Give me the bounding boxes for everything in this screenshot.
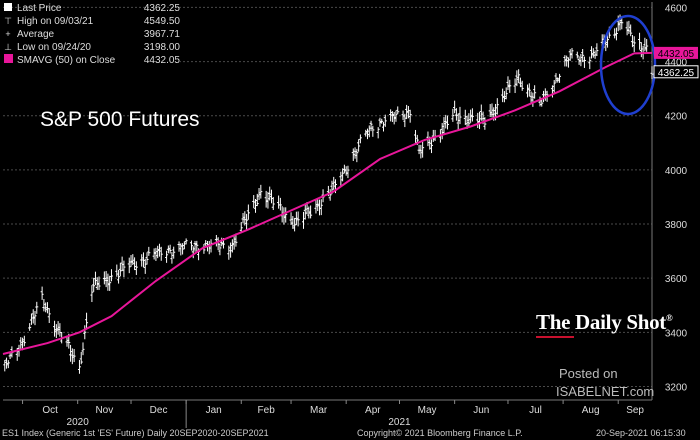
y-tick-label: 3200 (665, 382, 688, 393)
x-tick-label: Jul (529, 405, 542, 416)
high-marker-icon: ⊤ (4, 16, 12, 26)
posted-on-text: Posted on (559, 366, 618, 381)
legend-row-moving-average: SMAVG (50) on Close 4432.05 (2, 54, 180, 67)
price-bars (3, 14, 654, 374)
legend-value: 3198.00 (143, 42, 180, 53)
registered-mark: ® (666, 313, 673, 323)
legend-row-average: + Average 3967.71 (2, 28, 180, 41)
legend-value: 4362.25 (143, 3, 180, 14)
highlight-ellipse (599, 14, 657, 116)
x-tick-label: May (418, 405, 437, 416)
year-label: 2020 (67, 417, 90, 428)
ma-price-tag-label: 4432.05 (658, 49, 695, 60)
x-tick-label: Oct (42, 405, 58, 416)
x-axis: Oct Nov Dec Jan Feb Mar Apr May Jun Jul Aug Sep 2020… (22, 400, 644, 428)
x-tick-label: Apr (365, 405, 381, 416)
price-tags: 4432.05 4362.25 (653, 46, 699, 79)
legend-row-low: ⊥ Low on 09/24/20 3198.00 (2, 41, 180, 54)
footer-series-info: ES1 Index (Generic 1st 'ES' Future) Dail… (2, 428, 269, 438)
y-tick-label: 3400 (665, 328, 688, 339)
last-price-tag-label: 4362.25 (658, 68, 695, 79)
legend-value: 4549.50 (143, 16, 180, 27)
x-tick-label: Jan (206, 405, 222, 416)
brand-underline (536, 336, 574, 338)
y-tick-label: 4600 (665, 3, 688, 14)
footer-timestamp: 20-Sep-2021 06:15:30 (596, 428, 686, 438)
moving-average-line (2, 51, 653, 355)
legend-magenta-square-icon (2, 54, 14, 67)
legend-square-icon (2, 2, 14, 15)
legend-label: SMAVG (50) on Close (17, 55, 116, 66)
y-tick-label: 3600 (665, 274, 688, 285)
x-tick-label: Aug (582, 405, 600, 416)
legend-row-high: ⊤ High on 09/03/21 4549.50 (2, 15, 180, 28)
y-tick-label: 3800 (665, 220, 688, 231)
x-tick-label: Dec (150, 405, 168, 416)
average-marker-icon: + (5, 29, 11, 39)
brand-name: The Daily Shot (536, 310, 666, 334)
x-tick-label: Feb (258, 405, 276, 416)
legend: Last Price 4362.25 ⊤ High on 09/03/21 45… (2, 2, 180, 67)
y-tick-label: 4400 (665, 58, 688, 69)
posted-site-text: ISABELNET.com (556, 384, 655, 399)
legend-row-last-price: Last Price 4362.25 (2, 2, 180, 15)
last-price-tag (653, 65, 699, 79)
legend-label: Average (17, 29, 55, 40)
x-tick-label: Mar (310, 405, 328, 416)
ma-price-tag (654, 46, 698, 59)
x-tick-label: Sep (626, 405, 644, 416)
footer-copyright: Copyright© 2021 Bloomberg Finance L.P. (357, 428, 523, 438)
footer: ES1 Index (Generic 1st 'ES' Future) Dail… (0, 428, 700, 440)
legend-label: Last Price (17, 3, 62, 14)
y-tick-label: 4200 (665, 112, 688, 123)
year-label: 2021 (388, 417, 411, 428)
legend-label: Low on 09/24/20 (17, 42, 91, 53)
low-marker-icon: ⊥ (4, 42, 12, 52)
x-tick-label: Jun (473, 405, 489, 416)
legend-value: 3967.71 (143, 29, 180, 40)
legend-label: High on 09/03/21 (17, 16, 94, 27)
y-axis: 3200 3400 3600 3800 4000 4200 4400 4600 (665, 3, 688, 393)
brand-logo: The Daily Shot® (536, 310, 673, 335)
x-tick-label: Nov (95, 405, 113, 416)
y-tick-label: 4000 (665, 166, 688, 177)
legend-value: 4432.05 (143, 55, 180, 66)
chart-subtitle: S&P 500 Futures (40, 108, 200, 131)
